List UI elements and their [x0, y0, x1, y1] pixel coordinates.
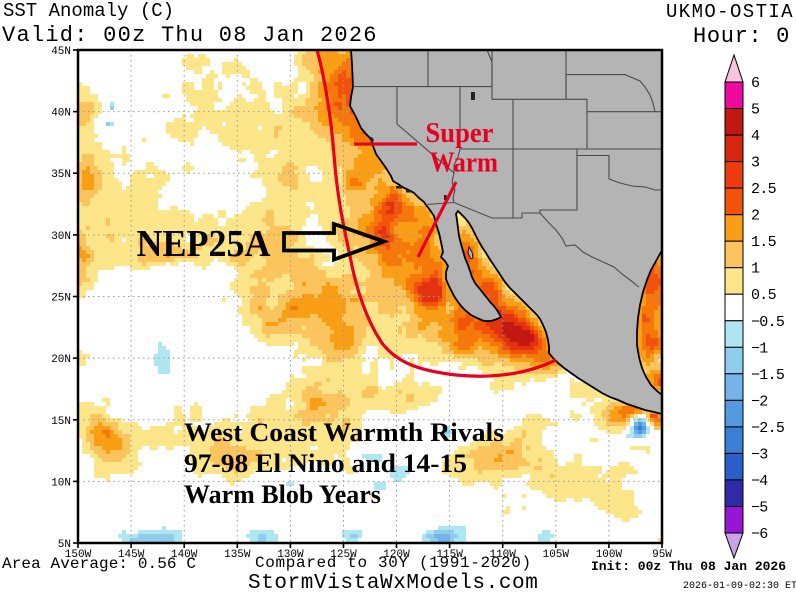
svg-text:105W: 105W	[543, 549, 570, 561]
svg-text:4: 4	[751, 128, 760, 145]
svg-text:Area Average: 0.56 C: Area Average: 0.56 C	[2, 555, 196, 573]
svg-text:35N: 35N	[51, 169, 71, 181]
svg-text:10N: 10N	[51, 477, 71, 489]
svg-text:3: 3	[751, 155, 760, 172]
svg-text:Valid: 00z Thu 08 Jan 2026: Valid: 00z Thu 08 Jan 2026	[2, 23, 378, 48]
svg-text:Warm: Warm	[430, 147, 499, 179]
svg-text:0.5: 0.5	[751, 287, 777, 304]
svg-text:Compared to 30Y (1991-2020): Compared to 30Y (1991-2020)	[255, 554, 532, 572]
svg-text:−6: −6	[751, 526, 768, 543]
svg-text:1: 1	[751, 261, 760, 278]
svg-text:135W: 135W	[224, 549, 251, 561]
svg-text:110W: 110W	[489, 549, 516, 561]
svg-text:−1: −1	[751, 340, 768, 357]
svg-text:20N: 20N	[51, 354, 71, 366]
svg-text:97-98 El Nino and 14-15: 97-98 El Nino and 14-15	[184, 449, 467, 478]
svg-text:−4: −4	[751, 473, 768, 490]
svg-text:40N: 40N	[51, 108, 71, 120]
svg-text:West Coast Warmth Rivals: West Coast Warmth Rivals	[184, 418, 504, 447]
svg-text:140W: 140W	[171, 549, 198, 561]
svg-text:100W: 100W	[596, 549, 623, 561]
svg-text:2026-01-09-02:30 ET: 2026-01-09-02:30 ET	[683, 581, 796, 592]
svg-text:StormVistaWxModels.com: StormVistaWxModels.com	[248, 572, 538, 592]
svg-text:120W: 120W	[383, 549, 410, 561]
svg-text:1.5: 1.5	[751, 234, 777, 251]
svg-text:SST Anomaly (C): SST Anomaly (C)	[3, 0, 174, 22]
svg-text:5: 5	[751, 102, 760, 119]
svg-text:−2: −2	[751, 393, 768, 410]
svg-text:2.5: 2.5	[751, 181, 777, 198]
svg-text:145W: 145W	[118, 549, 145, 561]
svg-text:2: 2	[751, 208, 759, 225]
svg-text:Super: Super	[426, 117, 494, 149]
svg-text:6: 6	[751, 75, 760, 92]
svg-text:UKMO-OSTIA: UKMO-OSTIA	[666, 1, 794, 23]
svg-text:45N: 45N	[51, 46, 71, 58]
svg-text:95W: 95W	[652, 549, 672, 561]
svg-text:−0.5: −0.5	[751, 314, 785, 331]
svg-text:5N: 5N	[58, 539, 71, 551]
svg-text:−2.5: −2.5	[751, 420, 785, 437]
svg-text:−1.5: −1.5	[751, 367, 785, 384]
svg-text:150W: 150W	[65, 549, 92, 561]
svg-text:15N: 15N	[51, 416, 71, 428]
svg-text:125W: 125W	[330, 549, 357, 561]
svg-text:115W: 115W	[436, 549, 463, 561]
svg-text:25N: 25N	[51, 293, 71, 305]
svg-text:30N: 30N	[51, 231, 71, 243]
svg-text:130W: 130W	[277, 549, 304, 561]
svg-text:−5: −5	[751, 500, 768, 517]
svg-text:−3: −3	[751, 446, 768, 463]
svg-text:NEP25A: NEP25A	[137, 223, 272, 265]
svg-text:Init: 00z Thu 08 Jan 2026: Init: 00z Thu 08 Jan 2026	[591, 559, 786, 574]
svg-text:Warm Blob Years: Warm Blob Years	[184, 480, 381, 509]
svg-text:Hour: 0: Hour: 0	[693, 24, 790, 49]
